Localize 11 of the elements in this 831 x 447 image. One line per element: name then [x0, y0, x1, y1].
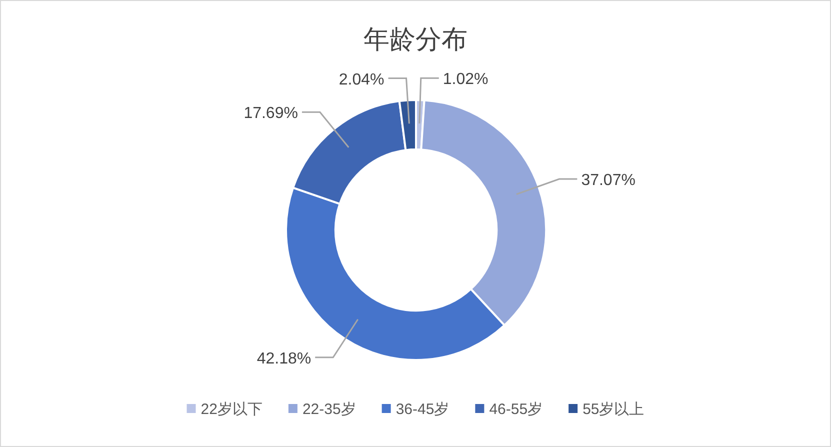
legend-label: 22岁以下 — [200, 401, 262, 418]
legend-label: 46-55岁 — [489, 401, 543, 418]
data-label: 42.18% — [256, 350, 312, 368]
legend-label: 22-35岁 — [302, 401, 356, 418]
data-label: 37.07% — [581, 172, 636, 190]
data-label: 2.04% — [338, 71, 384, 88]
data-label: 17.69% — [244, 105, 298, 122]
legend-label: 36-45岁 — [396, 401, 450, 418]
legend-label: 55岁以上 — [582, 401, 644, 418]
data-label: 1.02% — [442, 71, 488, 88]
chart-title: 年龄分布 — [364, 24, 468, 54]
